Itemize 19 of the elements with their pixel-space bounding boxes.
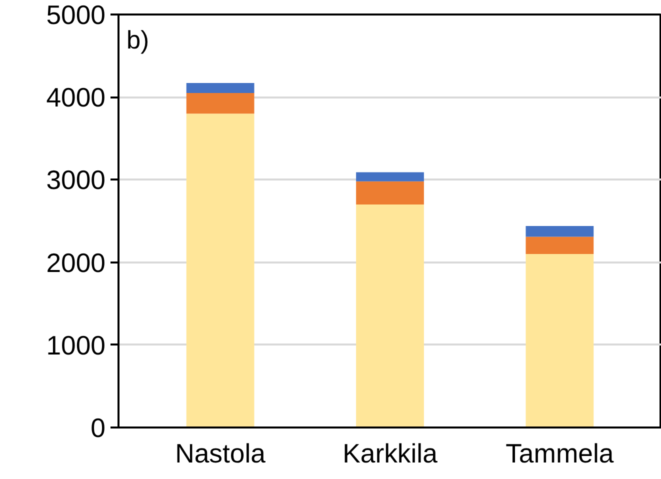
bar	[356, 204, 424, 428]
bar	[526, 254, 594, 428]
y-tick-label: 5000	[46, 0, 106, 30]
y-tick-label: 3000	[46, 165, 106, 196]
x-tick-label: Nastola	[175, 438, 266, 468]
x-tick-label: Tammela	[506, 438, 614, 468]
y-tick-label: 2000	[46, 248, 106, 278]
bar	[186, 114, 254, 428]
y-tick-label: 0	[90, 413, 106, 443]
bar	[356, 172, 424, 182]
bar	[186, 92, 254, 114]
bar	[186, 83, 254, 93]
y-tick-label: 4000	[46, 82, 106, 113]
y-tick-label: 1000	[46, 330, 106, 360]
bar	[356, 181, 424, 204]
bar	[526, 226, 594, 237]
annotation: b)	[126, 26, 150, 54]
x-tick-label: Karkkila	[342, 438, 438, 468]
bar	[526, 236, 594, 254]
